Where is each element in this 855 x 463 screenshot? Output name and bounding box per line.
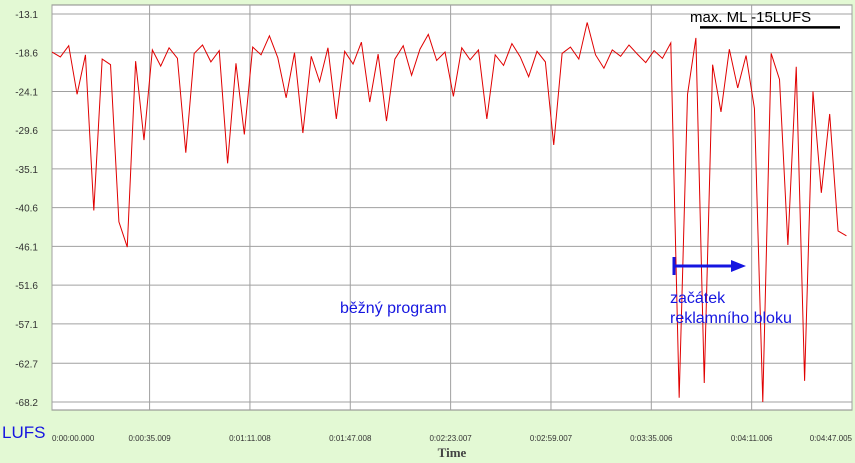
y-tick-label: -24.1: [15, 87, 38, 98]
y-axis-label: LUFS: [2, 423, 45, 442]
x-tick-label: 0:00:35.009: [128, 434, 171, 443]
y-tick-label: -40.6: [15, 204, 38, 215]
x-tick-label: 0:04:11.006: [731, 434, 773, 443]
y-tick-label: -51.6: [15, 281, 38, 292]
x-tick-label: 0:02:23.007: [429, 434, 472, 443]
y-tick-label: -13.1: [15, 10, 38, 21]
y-tick-label: -57.1: [15, 320, 38, 331]
annotation: začátek: [670, 290, 726, 307]
arrow-head: [731, 260, 746, 272]
data-line: [51, 22, 847, 403]
x-tick-label: 0:04:47.005: [810, 434, 853, 443]
x-tick-label: 0:01:11.008: [229, 434, 271, 443]
x-tick-label: 0:00:00.000: [52, 434, 95, 443]
chart-title: max. ML -15LUFS: [690, 9, 811, 26]
y-tick-label: -46.1: [15, 242, 38, 253]
y-tick-label: -29.6: [15, 126, 38, 137]
x-tick-label: 0:01:47.008: [329, 434, 372, 443]
lines: [51, 22, 847, 403]
x-tick-label: 0:03:35.006: [630, 434, 673, 443]
annotation: běžný program: [340, 300, 447, 317]
y-tick-label: -62.7: [15, 359, 38, 370]
y-tick-label: -35.1: [15, 165, 38, 176]
annotation: reklamního bloku: [670, 310, 792, 327]
y-tick-label: -68.2: [15, 398, 38, 409]
grid: [51, 5, 853, 410]
y-tick-label: -18.6: [15, 49, 38, 60]
x-tick-label: 0:02:59.007: [530, 434, 573, 443]
x-axis-label: Time: [438, 445, 467, 460]
